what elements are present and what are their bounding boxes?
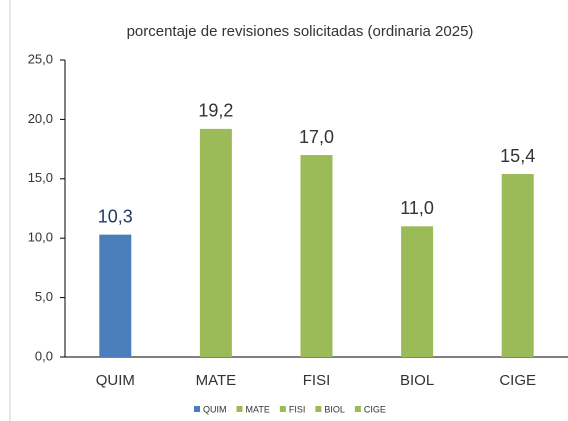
legend-label: CIGE xyxy=(364,404,386,414)
x-tick-label: MATE xyxy=(196,372,237,389)
y-tick-label: 15,0 xyxy=(28,170,53,185)
y-tick-label: 10,0 xyxy=(28,230,53,245)
legend-label: BIOL xyxy=(324,404,345,414)
x-tick-label: FISI xyxy=(303,372,331,389)
y-tick-label: 25,0 xyxy=(28,51,53,66)
y-tick-label: 0,0 xyxy=(35,348,53,363)
data-label: 15,4 xyxy=(500,146,535,166)
bar xyxy=(501,174,534,357)
legend-label: MATE xyxy=(246,404,270,414)
legend-swatch xyxy=(315,406,322,412)
chart-title: porcentaje de revisiones solicitadas (or… xyxy=(127,23,474,40)
bar xyxy=(199,128,232,357)
y-tick-label: 5,0 xyxy=(35,289,53,304)
legend-label: QUIM xyxy=(203,404,227,414)
y-tick-label: 20,0 xyxy=(28,111,53,126)
data-label: 17,0 xyxy=(299,127,334,147)
legend-swatch xyxy=(236,406,243,412)
data-label: 10,3 xyxy=(98,206,133,226)
bar xyxy=(401,226,434,357)
legend-swatch xyxy=(194,406,200,412)
legend-label: FISI xyxy=(289,404,306,414)
legend-swatch xyxy=(279,406,286,412)
x-tick-label: QUIM xyxy=(96,372,135,389)
x-tick-label: BIOL xyxy=(400,372,434,389)
data-label: 19,2 xyxy=(198,101,233,121)
legend-swatch xyxy=(354,406,361,412)
bar xyxy=(300,155,333,357)
data-label: 11,0 xyxy=(400,198,434,218)
x-tick-label: CIGE xyxy=(499,372,536,389)
bar xyxy=(99,234,132,357)
